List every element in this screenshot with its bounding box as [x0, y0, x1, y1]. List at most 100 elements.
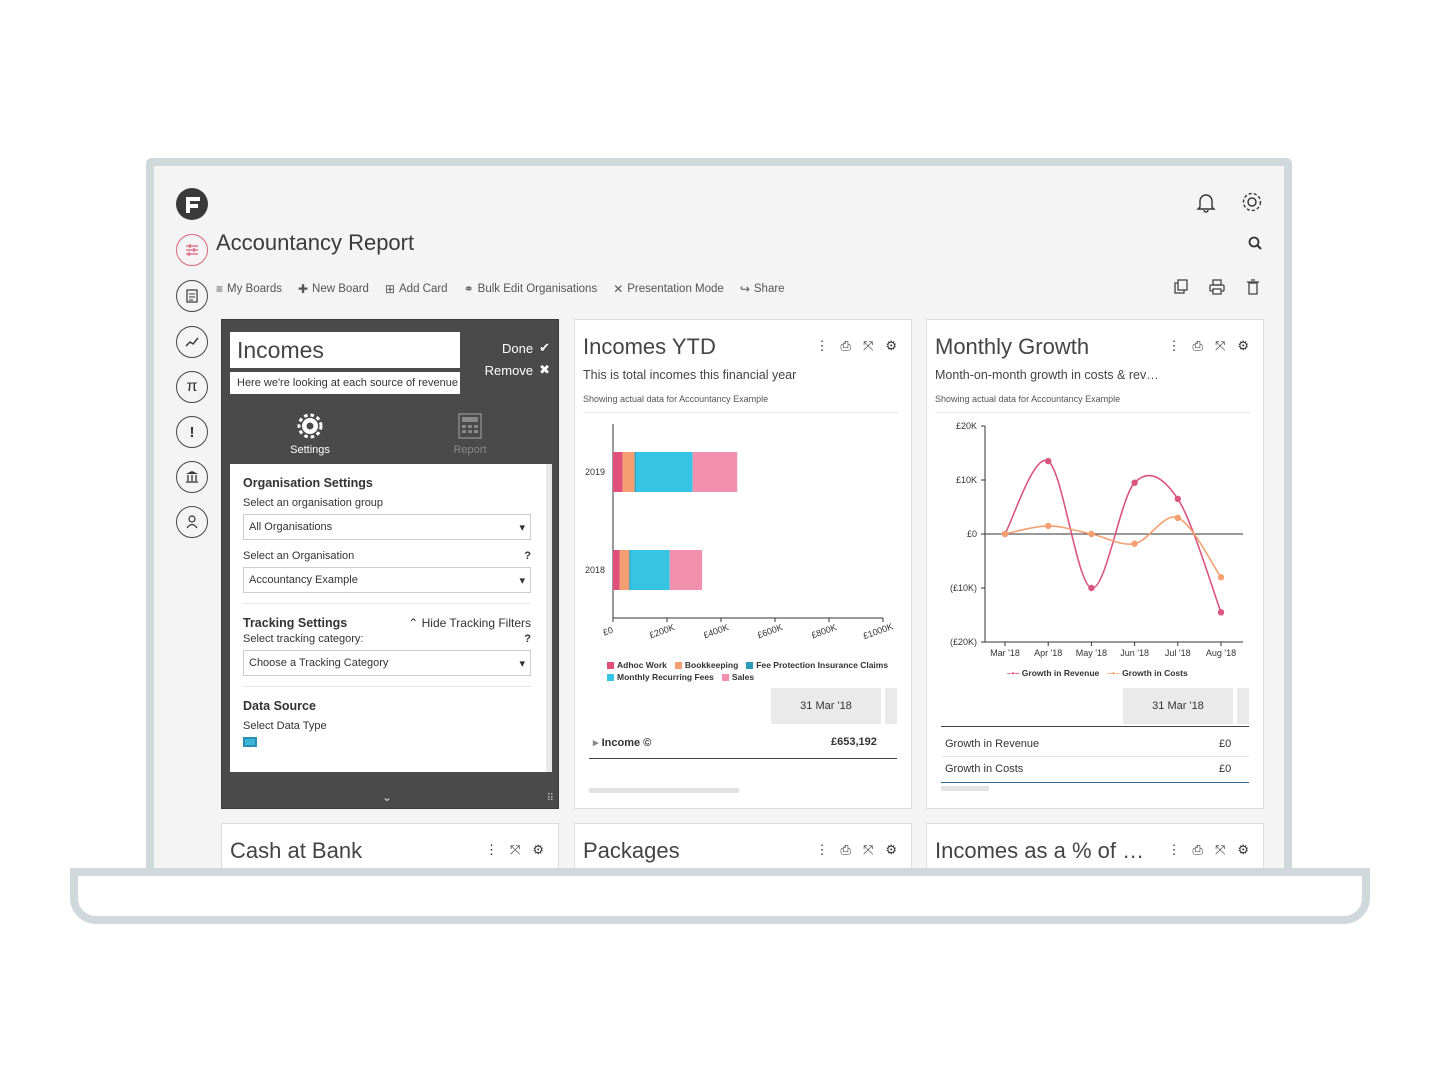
- sitemap-icon: ⚭: [463, 282, 474, 296]
- y-tick-label: (£20K): [950, 637, 977, 647]
- x-tick-label: £200K: [648, 622, 676, 640]
- date-column-header: 31 Mar '18: [771, 688, 881, 724]
- divider: [935, 412, 1251, 413]
- data-point: [1217, 574, 1225, 581]
- caret-down-icon: ▾: [519, 522, 525, 534]
- tracking-category-select[interactable]: Choose a Tracking Category ▾: [243, 650, 531, 676]
- tracking-category-value: Choose a Tracking Category: [249, 657, 389, 669]
- expand-icon[interactable]: ⤧: [1214, 842, 1226, 857]
- data-point: [1174, 495, 1181, 503]
- gear-icon[interactable]: ⚙: [1237, 338, 1249, 353]
- formula-pi-icon[interactable]: π: [176, 371, 208, 403]
- expand-icon[interactable]: ⤧: [1214, 338, 1226, 353]
- done-button[interactable]: Done ✔: [502, 340, 550, 356]
- print-icon[interactable]: ⎙: [840, 842, 851, 857]
- help-icon[interactable]: ?: [524, 633, 531, 645]
- data-point: [1045, 522, 1052, 530]
- income-row-label[interactable]: ▸ Income ©: [593, 736, 651, 749]
- tab-report-label: Report: [453, 444, 487, 456]
- data-point: [1001, 530, 1009, 538]
- growth-costs-value: £0: [1219, 763, 1232, 775]
- remove-button[interactable]: Remove ✖: [485, 362, 550, 378]
- hide-tracking-filters-button[interactable]: ⌃ Hide Tracking Filters: [408, 616, 531, 630]
- expand-icon[interactable]: ⤧: [862, 842, 874, 857]
- kebab-menu-icon[interactable]: ⋮: [1167, 338, 1181, 353]
- card-name-input[interactable]: [230, 332, 460, 368]
- trend-chart-icon[interactable]: [176, 326, 208, 358]
- legend-label: Monthly Recurring Fees: [617, 672, 714, 682]
- board-settings-icon[interactable]: [176, 234, 208, 266]
- app-logo-icon[interactable]: [176, 188, 208, 220]
- gear-icon[interactable]: [1240, 190, 1264, 219]
- search-icon[interactable]: [1248, 236, 1262, 255]
- print-icon[interactable]: ⎙: [840, 338, 851, 353]
- expand-handle-icon[interactable]: ⌄: [382, 790, 393, 804]
- notification-bell-icon[interactable]: [1194, 190, 1218, 219]
- expand-icon: ✕: [613, 282, 624, 296]
- board-toolbar: ≡ My Boards ✚ New Board ⊞ Add Card ⚭ Bulk Ed…: [216, 282, 785, 296]
- chart-legend: Adhoc Work Bookkeeping Fee Protection Insu…: [607, 660, 897, 682]
- resize-handle-icon[interactable]: ⠿: [546, 793, 554, 804]
- kebab-menu-icon[interactable]: ⋮: [815, 338, 829, 353]
- pdf-report-icon[interactable]: [176, 280, 208, 312]
- horizontal-scrollbar[interactable]: [589, 788, 739, 793]
- share-button[interactable]: ↪ Share: [740, 282, 785, 296]
- gear-icon[interactable]: ⚙: [885, 338, 897, 353]
- settings-scrollbar[interactable]: [546, 464, 552, 772]
- org-select[interactable]: Accountancy Example ▾: [243, 567, 531, 593]
- legend-item: Bookkeeping: [674, 660, 738, 670]
- tracking-label: Select tracking category:?: [243, 633, 531, 645]
- add-card-button[interactable]: ⊞ Add Card: [385, 282, 448, 296]
- presentation-mode-button[interactable]: ✕ Presentation Mode: [613, 282, 724, 296]
- bulk-edit-button[interactable]: ⚭ Bulk Edit Organisations: [464, 282, 598, 296]
- card-title: Incomes as a % of …: [935, 838, 1145, 863]
- org-group-label-text: Select an organisation group: [243, 497, 384, 509]
- tab-report[interactable]: Report: [410, 412, 530, 456]
- trash-icon[interactable]: [1244, 278, 1262, 301]
- legend-label: Adhoc Work: [617, 660, 667, 670]
- divider: [941, 782, 1249, 783]
- org-label: Select an Organisation?: [243, 550, 531, 562]
- org-group-select[interactable]: All Organisations ▾: [243, 514, 531, 540]
- board-tools-right: [1172, 278, 1262, 301]
- my-boards-label: My Boards: [227, 283, 282, 295]
- kebab-menu-icon[interactable]: ⋮: [815, 842, 829, 857]
- print-icon[interactable]: [1208, 278, 1226, 301]
- x-tick-label: £600K: [756, 622, 784, 640]
- print-icon[interactable]: ⎙: [1192, 338, 1203, 353]
- duplicate-icon[interactable]: [1172, 278, 1190, 301]
- kebab-menu-icon[interactable]: ⋮: [484, 842, 498, 857]
- alert-icon[interactable]: !: [176, 416, 208, 448]
- expand-icon[interactable]: ⤧: [862, 338, 874, 353]
- gear-icon[interactable]: ⚙: [1237, 842, 1249, 857]
- caret-down-icon: ▾: [519, 658, 525, 670]
- x-tick-label: £1000K: [862, 621, 895, 641]
- date-column-header: 31 Mar '18: [1123, 688, 1233, 724]
- incomes-ytd-card: Incomes YTD ⋮ ⎙ ⤧ ⚙ This is total income…: [574, 319, 912, 809]
- my-boards-button[interactable]: ≡ My Boards: [216, 282, 282, 296]
- divider: [589, 758, 897, 759]
- growth-costs-label: Growth in Costs: [945, 763, 1024, 775]
- tab-settings[interactable]: Settings: [250, 412, 370, 456]
- new-board-button[interactable]: ✚ New Board: [298, 282, 369, 296]
- bank-icon[interactable]: [176, 461, 208, 493]
- top-actions: [1194, 190, 1264, 219]
- card-title: Cash at Bank: [230, 838, 363, 863]
- legend-label: Growth in Costs: [1122, 668, 1188, 678]
- data-type-checkbox[interactable]: [243, 737, 257, 747]
- list-icon: ≡: [216, 282, 224, 296]
- expand-icon[interactable]: ⤧: [509, 842, 521, 857]
- checkmark-icon: ✔: [539, 340, 550, 355]
- user-tie-icon[interactable]: [176, 506, 208, 538]
- horizontal-scrollbar[interactable]: [941, 786, 989, 791]
- gear-icon[interactable]: ⚙: [885, 842, 897, 857]
- gear-icon[interactable]: ⚙: [532, 842, 544, 857]
- share-label: Share: [753, 283, 785, 295]
- card-actions: ⋮ ⤧ ⚙: [485, 842, 544, 858]
- card-actions: ⋮ ⎙ ⤧ ⚙: [1168, 338, 1249, 354]
- category-label: 2019: [585, 467, 605, 477]
- help-icon[interactable]: ?: [524, 550, 531, 562]
- card-description-input[interactable]: [230, 372, 460, 394]
- kebab-menu-icon[interactable]: ⋮: [1167, 842, 1181, 857]
- print-icon[interactable]: ⎙: [1192, 842, 1203, 857]
